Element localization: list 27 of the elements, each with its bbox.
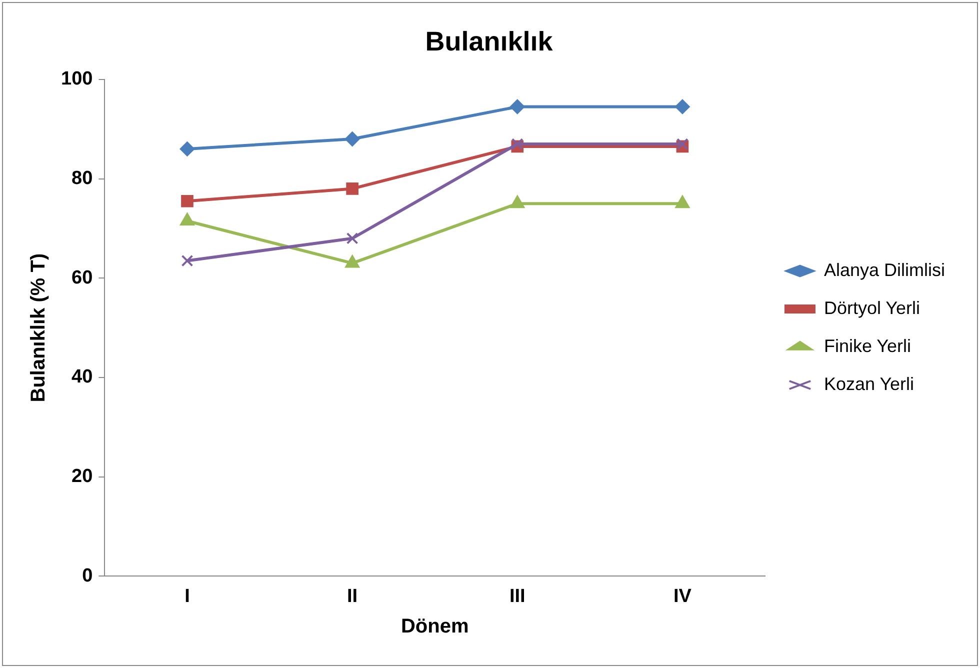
x-tick-label: IV <box>673 586 692 607</box>
point <box>344 132 360 147</box>
point <box>346 182 358 195</box>
legend-label: Finike Yerli <box>824 336 912 356</box>
point <box>676 138 688 150</box>
legend-label: Alanya Dilimlisi <box>824 260 946 280</box>
chart-title: Bulanıklık <box>425 26 554 57</box>
x-tick-label: I <box>184 586 190 607</box>
point <box>510 99 525 114</box>
point <box>180 141 195 156</box>
point <box>346 232 358 244</box>
y-tick-label: 0 <box>82 565 93 586</box>
y-tick-label: 80 <box>72 168 93 189</box>
x-tick-label: II <box>347 586 358 607</box>
x-tick-label: III <box>509 586 526 607</box>
y-axis-title: Bulanıklık (% T) <box>28 253 50 402</box>
point <box>181 194 194 208</box>
legend-label: Kozan Yerli <box>824 374 914 394</box>
point <box>181 254 194 267</box>
legend-label: Dörtyol Yerli <box>824 298 920 318</box>
point <box>674 99 690 114</box>
y-tick-label: 60 <box>72 267 93 288</box>
y-tick-label: 20 <box>72 466 93 488</box>
y-tick-label: 40 <box>72 366 93 388</box>
y-tick-label: 100 <box>61 68 93 90</box>
x-axis-title: Dönem <box>400 616 469 638</box>
point <box>511 138 524 150</box>
